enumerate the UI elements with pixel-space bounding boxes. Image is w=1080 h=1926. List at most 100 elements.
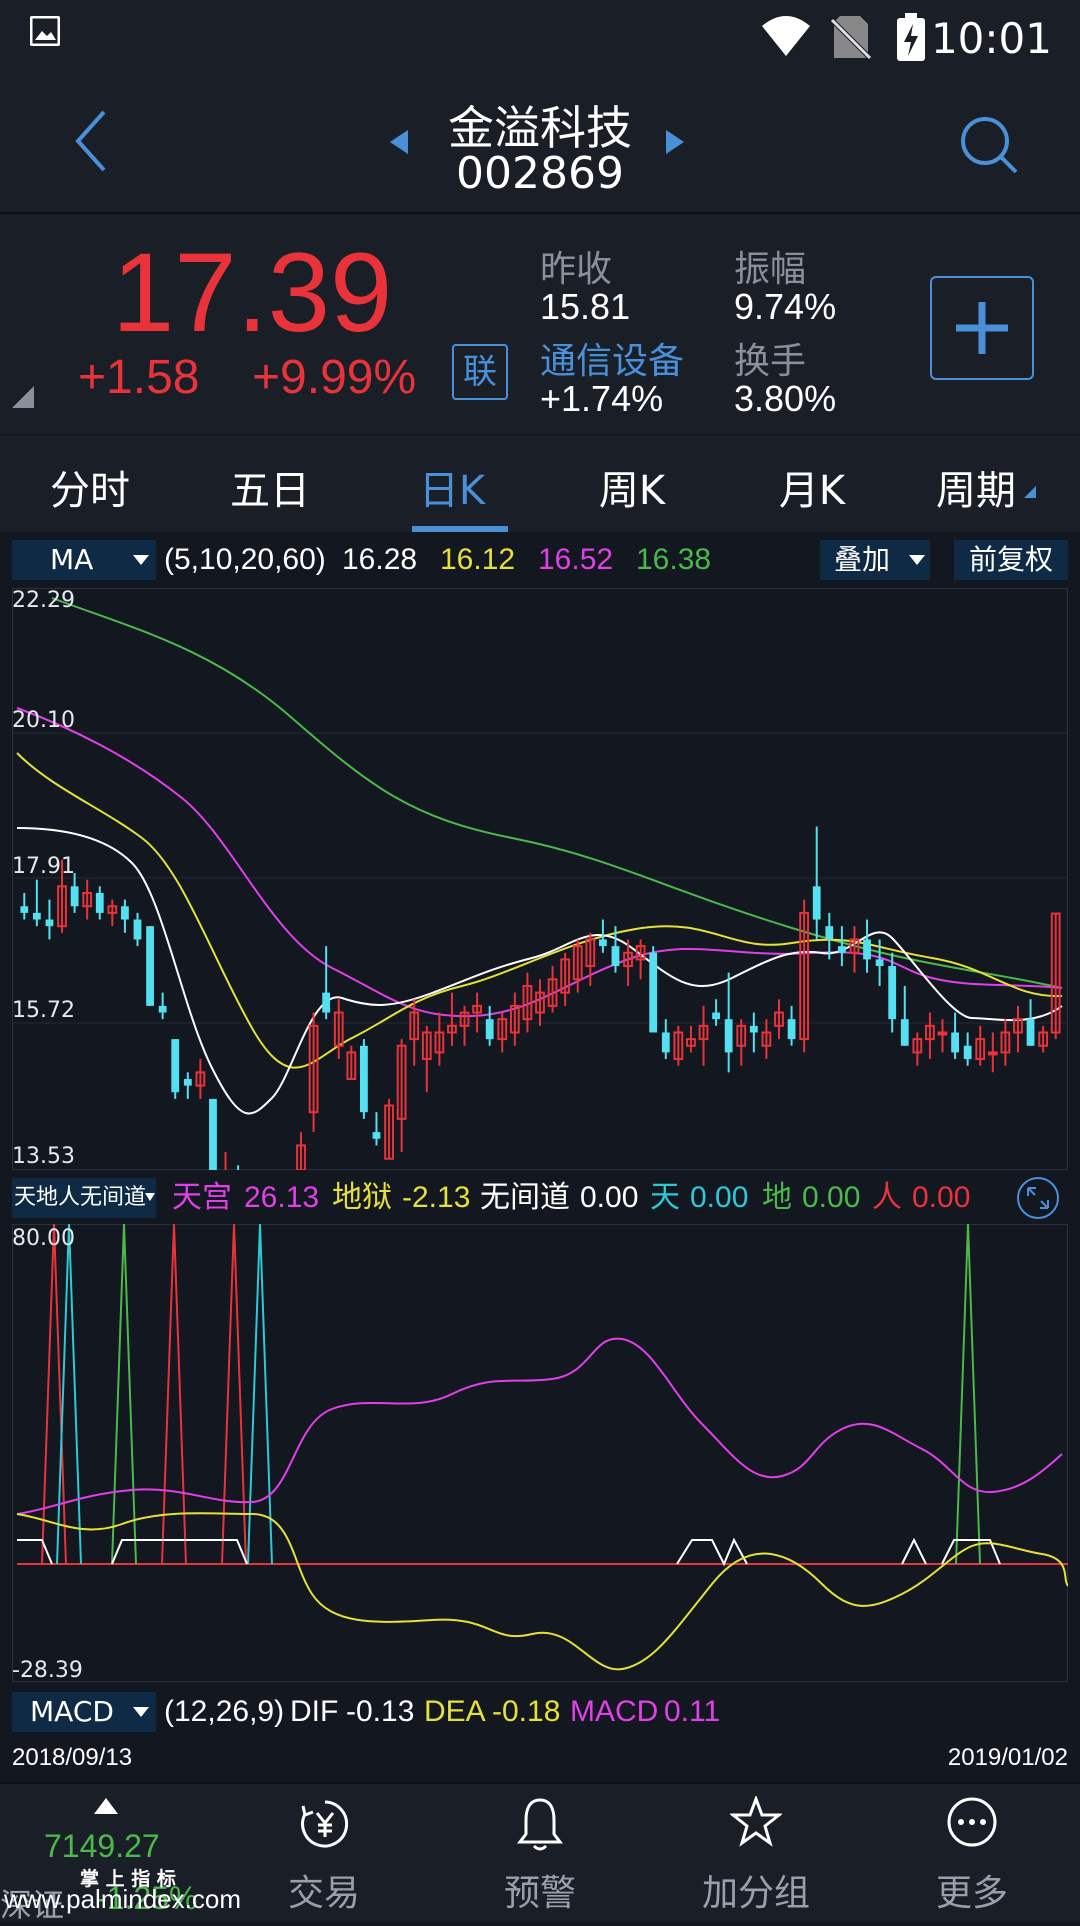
price-axis-max: 22.29: [12, 588, 75, 613]
battery-charging-icon: [897, 13, 925, 61]
prev-close-value: 15.81: [540, 286, 631, 327]
plus-icon: [956, 302, 1008, 354]
nav-more[interactable]: 更多: [882, 1784, 1062, 1922]
candle-body: [472, 1004, 483, 1014]
chevron-down-icon: [145, 1193, 155, 1201]
market-index-widget[interactable]: 7149.27 深证 -1.25% 掌 上 指 标 www.palmindex.…: [0, 1784, 241, 1924]
candle-body: [937, 1031, 948, 1036]
tab-five-day[interactable]: 五日: [230, 468, 310, 514]
ma10-value: 16.12: [440, 543, 516, 576]
expand-icon[interactable]: [1016, 1176, 1060, 1220]
candle-body: [322, 992, 331, 1013]
nav-add-group-label: 加分组: [701, 1873, 810, 1914]
adjust-button[interactable]: 前复权: [954, 540, 1068, 580]
candle-body: [661, 1032, 670, 1053]
tab-monthly-k[interactable]: 月K: [778, 468, 846, 514]
dea-label: DEA: [424, 1695, 486, 1728]
price-change-percent: +9.99%: [252, 351, 417, 404]
previous-stock-icon[interactable]: [388, 128, 410, 156]
candle-body: [900, 1019, 909, 1046]
turnover-value: 3.80%: [734, 378, 837, 419]
candle-body: [107, 905, 118, 914]
nav-trade-label: 交易: [287, 1873, 360, 1914]
tab-daily-k[interactable]: 日K: [418, 468, 486, 514]
indicator-selector-label: 天地人无间道: [14, 1185, 147, 1210]
related-button[interactable]: 联: [452, 344, 508, 400]
chevron-down-icon: [133, 555, 149, 565]
green-spikes: [111, 1224, 981, 1565]
image-icon: [30, 16, 60, 46]
candle-body: [158, 1005, 167, 1013]
corner-triangle-icon: [12, 386, 34, 408]
tab-weekly-k[interactable]: 周K: [598, 468, 666, 514]
ma5-value: 16.28: [342, 543, 418, 576]
sector-change: +1.74%: [540, 378, 664, 419]
candle-body: [209, 1098, 217, 1170]
candle-body: [20, 906, 29, 913]
candle-body: [447, 1024, 457, 1034]
ren-label: 人: [872, 1181, 902, 1214]
candle-body: [485, 1019, 494, 1040]
price-axis-4: 15.72: [12, 998, 75, 1023]
active-tab-indicator: [412, 526, 508, 532]
candle-body: [421, 1031, 432, 1061]
indicator-selector[interactable]: 天地人无间道: [12, 1178, 156, 1218]
candle-body: [133, 919, 142, 940]
stock-code: 002869: [456, 148, 624, 199]
nav-alert[interactable]: 预警: [450, 1784, 630, 1922]
candle-body: [560, 958, 571, 994]
candle-body: [372, 1132, 381, 1139]
candle-body: [308, 1024, 319, 1114]
nav-trade[interactable]: 交易: [234, 1784, 414, 1922]
period-dropdown-icon: [1024, 486, 1036, 498]
indicator-axis-min: -28.39: [12, 1658, 83, 1683]
magenta-line: [16, 1337, 1063, 1515]
index-change: -1.25%: [96, 1880, 198, 1916]
tab-intraday[interactable]: 分时: [50, 468, 130, 514]
indicator-chart[interactable]: [12, 1224, 1068, 1682]
watermark-title: 掌 上 指 标: [80, 1868, 176, 1890]
price-axis-3: 17.91: [12, 854, 75, 879]
tian-value: 0.00: [690, 1181, 749, 1214]
candle-body: [761, 1031, 772, 1047]
back-arrow-icon[interactable]: [70, 108, 110, 174]
candle-body: [623, 951, 633, 968]
tiangong-label: 天宫: [172, 1181, 232, 1214]
header: 金溢科技 002869: [0, 78, 1080, 214]
chevron-down-icon: [133, 1707, 149, 1717]
candle-body: [686, 1038, 696, 1047]
overlay-selector[interactable]: 叠加: [820, 540, 930, 580]
date-end: 2019/01/02: [947, 1744, 1068, 1771]
nav-alert-label: 预警: [503, 1873, 576, 1914]
ma-selector[interactable]: MA: [12, 540, 156, 580]
candles-group: [20, 826, 1061, 1170]
nav-add-group[interactable]: 加分组: [666, 1784, 846, 1922]
candle-body: [712, 1012, 720, 1020]
dea-value: -0.18: [492, 1695, 561, 1728]
diyu-value: -2.13: [402, 1181, 471, 1214]
candle-body: [951, 1032, 959, 1053]
amplitude-label: 振幅: [734, 249, 807, 290]
candle-body: [987, 1051, 998, 1056]
candle-body: [346, 1051, 357, 1080]
nav-more-label: 更多: [935, 1873, 1008, 1914]
candle-body: [409, 1011, 420, 1041]
macd-value: 0.11: [664, 1695, 721, 1728]
macd-selector[interactable]: MACD: [12, 1692, 156, 1732]
search-icon[interactable]: [958, 114, 1020, 176]
add-watchlist-button[interactable]: [930, 276, 1034, 380]
candle-body: [912, 1038, 923, 1054]
dif-label: DIF: [290, 1695, 339, 1728]
prev-close-label: 昨收: [540, 249, 613, 290]
candle-body: [649, 952, 658, 1033]
next-stock-icon[interactable]: [664, 128, 686, 156]
candle-body: [183, 1078, 192, 1086]
tab-period[interactable]: 周期: [936, 468, 1016, 514]
ma20-line: [16, 707, 1063, 1018]
star-icon: [730, 1796, 782, 1847]
bell-icon: [517, 1798, 563, 1851]
candle-body: [585, 938, 596, 968]
candle-body: [1038, 1031, 1049, 1047]
kline-chart[interactable]: [12, 588, 1068, 1170]
sector-link[interactable]: 通信设备: [540, 341, 685, 382]
